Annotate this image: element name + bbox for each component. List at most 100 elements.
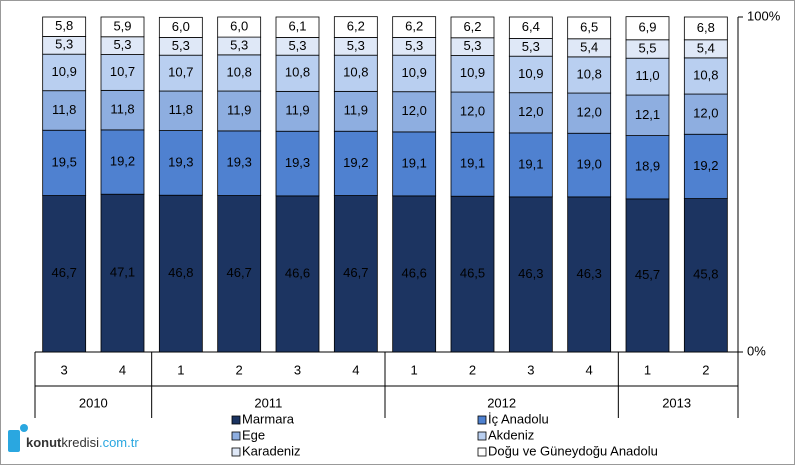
data-label: 11,8 xyxy=(169,102,193,117)
data-label: 10,9 xyxy=(52,64,77,79)
data-label: 6,2 xyxy=(405,18,423,33)
data-label: 5,4 xyxy=(697,40,715,55)
data-label: 10,7 xyxy=(110,64,135,79)
data-label: 11,0 xyxy=(635,68,659,83)
data-label: 45,8 xyxy=(693,267,718,282)
bar-segment xyxy=(625,135,670,200)
data-label: 10,9 xyxy=(460,65,485,80)
data-label: 19,2 xyxy=(343,155,368,170)
data-label: 10,8 xyxy=(577,66,602,81)
data-label: 19,3 xyxy=(227,155,252,170)
data-label: 19,5 xyxy=(52,154,77,169)
legend-label: Doğu ve Güneydoğu Anadolu xyxy=(488,443,658,458)
data-label: 46,6 xyxy=(285,265,310,280)
bar-segment xyxy=(392,91,437,133)
data-label: 11,9 xyxy=(285,103,309,118)
data-label: 6,8 xyxy=(697,20,715,35)
bar-segment xyxy=(450,131,495,197)
data-label: 46,8 xyxy=(168,265,193,280)
data-label: 6,2 xyxy=(463,19,481,34)
bar-segment xyxy=(508,55,553,94)
bar-segment xyxy=(508,196,553,353)
data-label: 46,7 xyxy=(227,265,252,280)
data-label: 46,3 xyxy=(577,266,602,281)
logo-part: .com.tr xyxy=(99,435,139,450)
data-label: 11,9 xyxy=(227,102,251,117)
legend-swatch xyxy=(477,431,487,441)
x-tick-label: 3 xyxy=(294,362,301,377)
data-label: 6,1 xyxy=(288,19,306,34)
bar-segment xyxy=(508,132,553,198)
bar-segment xyxy=(275,195,320,353)
data-label: 19,1 xyxy=(518,156,543,171)
year-label: 2012 xyxy=(487,395,516,410)
data-label: 10,8 xyxy=(227,64,252,79)
data-label: 5,3 xyxy=(172,38,190,53)
data-label: 11,8 xyxy=(52,102,76,117)
logo-icon xyxy=(20,424,28,432)
data-label: 5,3 xyxy=(288,38,306,53)
data-label: 5,3 xyxy=(347,38,365,53)
bar-segment xyxy=(392,16,437,38)
year-label: 2010 xyxy=(79,395,108,410)
bar-segment xyxy=(625,57,670,96)
data-label: 10,8 xyxy=(343,65,368,80)
x-tick-label: 4 xyxy=(352,362,359,377)
bar-segment xyxy=(450,91,495,133)
bar-segment xyxy=(683,133,728,199)
data-label: 12,0 xyxy=(460,104,485,119)
data-label: 46,7 xyxy=(52,265,77,280)
logo-icon xyxy=(8,430,20,452)
data-label: 19,1 xyxy=(402,155,427,170)
bar-segment xyxy=(275,16,320,38)
x-tick-label: 2 xyxy=(236,362,243,377)
data-label: 10,9 xyxy=(402,65,427,80)
bar-segment xyxy=(100,54,145,91)
data-label: 5,5 xyxy=(638,40,656,55)
data-label: 19,0 xyxy=(577,157,602,172)
data-label: 6,4 xyxy=(522,19,540,34)
data-label: 47,1 xyxy=(110,265,135,280)
data-label: 46,3 xyxy=(518,266,543,281)
data-label: 19,1 xyxy=(460,156,485,171)
bar-segment xyxy=(217,130,262,196)
data-label: 19,3 xyxy=(168,154,193,169)
legend-label: Marmara xyxy=(242,411,295,426)
bar-segment xyxy=(217,90,262,132)
legend-label: Akdeniz xyxy=(488,427,534,442)
data-label: 12,0 xyxy=(693,106,718,121)
legend-swatch xyxy=(477,415,487,425)
bar-segment xyxy=(333,195,378,353)
x-tick-label: 2 xyxy=(469,362,476,377)
bar-segment xyxy=(275,54,320,92)
data-label: 6,0 xyxy=(172,19,190,34)
data-label: 5,3 xyxy=(463,38,481,53)
bar-segment xyxy=(625,16,670,41)
bar-segment xyxy=(683,93,728,135)
legend-label: İç Anadolu xyxy=(488,411,549,426)
x-tick-label: 1 xyxy=(411,362,418,377)
data-label: 5,3 xyxy=(230,37,248,52)
year-label: 2013 xyxy=(662,395,691,410)
data-label: 6,9 xyxy=(638,20,656,35)
x-tick-label: 4 xyxy=(119,362,126,377)
data-label: 10,9 xyxy=(518,66,543,81)
bar-segment xyxy=(508,16,553,39)
bar-segment xyxy=(333,16,378,38)
x-tick-label: 3 xyxy=(61,362,68,377)
bar-segment xyxy=(567,56,612,94)
bar-segment xyxy=(42,53,87,92)
data-label: 10,8 xyxy=(693,67,718,82)
bar-segment xyxy=(217,195,262,353)
data-label: 5,4 xyxy=(580,39,598,54)
data-label: 11,9 xyxy=(344,103,368,118)
legend-label: Ege xyxy=(242,427,265,442)
x-tick-label: 1 xyxy=(177,362,184,377)
bar-segment xyxy=(333,54,378,92)
data-label: 5,3 xyxy=(522,39,540,54)
x-tick-label: 3 xyxy=(527,362,534,377)
bar-segment xyxy=(450,16,495,39)
bar-segment xyxy=(567,92,612,134)
legend-label: Karadeniz xyxy=(242,443,301,458)
y-tick-label: 0% xyxy=(747,343,766,358)
